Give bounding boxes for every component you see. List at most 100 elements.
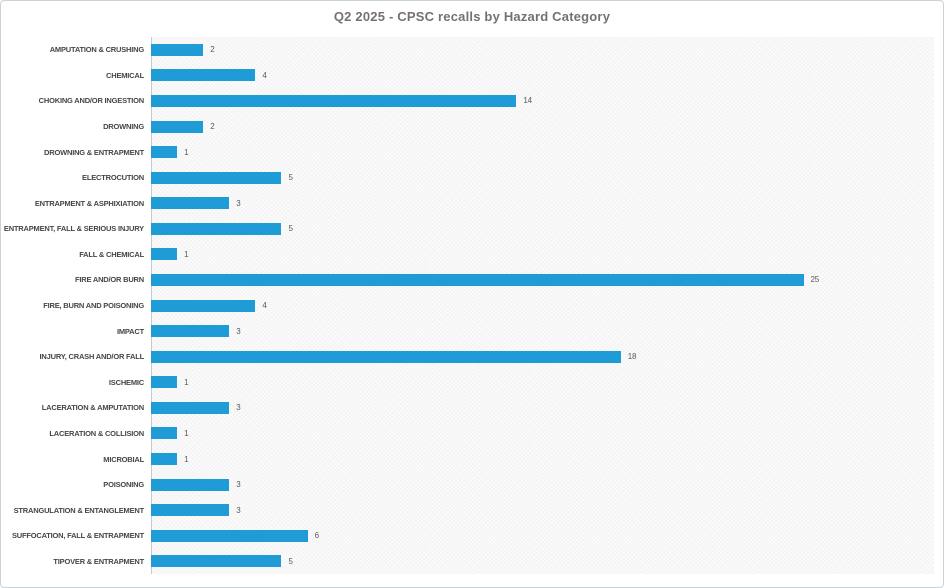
bar-track: 14 <box>151 88 934 114</box>
bar-row: DROWNING 2 <box>1 114 934 140</box>
bar <box>151 529 308 542</box>
value-label: 3 <box>236 505 241 515</box>
bar <box>151 350 621 363</box>
bar-row: FIRE AND/OR BURN 25 <box>1 267 934 293</box>
bar-row: MICROBIAL 1 <box>1 446 934 472</box>
bar-row: INJURY, CRASH AND/OR FALL 18 <box>1 344 934 370</box>
bar <box>151 478 230 491</box>
bar <box>151 69 256 82</box>
bar-row: ENTRAPMENT, FALL & SERIOUS INJURY 5 <box>1 216 934 242</box>
value-label: 3 <box>236 480 241 490</box>
bar <box>151 401 230 414</box>
bar-row: DROWNING & ENTRAPMENT 1 <box>1 139 934 165</box>
bar-track: 1 <box>151 421 934 447</box>
bar-row: SUFFOCATION, FALL & ENTRAPMENT 6 <box>1 523 934 549</box>
category-label: POISONING <box>103 480 144 490</box>
bar-track: 5 <box>151 216 934 242</box>
category-label: AMPUTATION & CRUSHING <box>49 45 144 55</box>
category-label: ENTRAPMENT & ASPHIXIATION <box>34 198 144 208</box>
bar <box>151 273 804 286</box>
bar-track: 4 <box>151 63 934 89</box>
category-label: DROWNING & ENTRAPMENT <box>44 147 144 157</box>
category-label: SUFFOCATION, FALL & ENTRAPMENT <box>11 531 144 541</box>
bar-track: 1 <box>151 242 934 268</box>
bar-track: 5 <box>151 549 934 575</box>
bar <box>151 325 230 338</box>
bar-track: 1 <box>151 370 934 396</box>
value-label: 5 <box>288 173 293 183</box>
bar <box>151 555 282 568</box>
bar-row: CHEMICAL 4 <box>1 63 934 89</box>
category-label: LACERATION & COLLISION <box>49 428 144 438</box>
bar-row: AMPUTATION & CRUSHING 2 <box>1 37 934 63</box>
value-label: 25 <box>810 275 820 285</box>
bar-track: 18 <box>151 344 934 370</box>
value-label: 18 <box>627 352 637 362</box>
category-label: LACERATION & AMPUTATION <box>41 403 144 413</box>
bar-track: 3 <box>151 318 934 344</box>
bar-track: 25 <box>151 267 934 293</box>
category-label: INJURY, CRASH AND/OR FALL <box>39 352 145 362</box>
category-label: FIRE AND/OR BURN <box>74 275 144 285</box>
bar-track: 1 <box>151 446 934 472</box>
bar <box>151 427 178 440</box>
value-label: 1 <box>184 377 189 387</box>
bar-row: ENTRAPMENT & ASPHIXIATION 3 <box>1 190 934 216</box>
category-label: CHOKING AND/OR INGESTION <box>38 96 145 106</box>
value-label: 1 <box>184 454 189 464</box>
bar <box>151 299 256 312</box>
value-label: 4 <box>262 70 267 80</box>
value-label: 2 <box>210 45 215 55</box>
bar <box>151 120 204 133</box>
category-label: FALL & CHEMICAL <box>79 249 144 259</box>
category-label: FIRE, BURN AND POISONING <box>43 301 144 311</box>
value-label: 1 <box>184 249 189 259</box>
bar <box>151 453 178 466</box>
bar <box>151 222 282 235</box>
category-label: TIPOVER & ENTRAPMENT <box>53 556 144 566</box>
bar <box>151 376 178 389</box>
category-label: ELECTROCUTION <box>82 173 144 183</box>
bar-track: 2 <box>151 37 934 63</box>
bar-row: FIRE, BURN AND POISONING 4 <box>1 293 934 319</box>
bar-track: 3 <box>151 472 934 498</box>
bar <box>151 43 204 56</box>
bar-row: LACERATION & AMPUTATION 3 <box>1 395 934 421</box>
bar-row: CHOKING AND/OR INGESTION 14 <box>1 88 934 114</box>
bar-track: 3 <box>151 190 934 216</box>
value-label: 3 <box>236 198 241 208</box>
bar <box>151 171 282 184</box>
category-label: DROWNING <box>103 122 144 132</box>
bar-row: FALL & CHEMICAL 1 <box>1 242 934 268</box>
category-label: STRANGULATION & ENTANGLEMENT <box>13 505 145 515</box>
category-label: IMPACT <box>117 326 144 336</box>
bar-track: 6 <box>151 523 934 549</box>
value-label: 14 <box>523 96 532 106</box>
bar-track: 3 <box>151 497 934 523</box>
bar <box>151 94 517 107</box>
value-label: 6 <box>314 531 319 541</box>
value-label: 5 <box>288 556 293 566</box>
category-label: ENTRAPMENT, FALL & SERIOUS INJURY <box>3 224 144 234</box>
bar-row: LACERATION & COLLISION 1 <box>1 421 934 447</box>
bar-row: ELECTROCUTION 5 <box>1 165 934 191</box>
plot-area <box>151 37 934 574</box>
bar <box>151 146 178 159</box>
category-label: MICROBIAL <box>103 454 144 464</box>
value-label: 1 <box>184 428 189 438</box>
bar-track: 3 <box>151 395 934 421</box>
bar-row: STRANGULATION & ENTANGLEMENT 3 <box>1 497 934 523</box>
bar-rows-container: AMPUTATION & CRUSHING 2 CHEMICAL 4 CHOKING A… <box>1 37 934 574</box>
bar-track: 4 <box>151 293 934 319</box>
value-label: 1 <box>184 147 189 157</box>
bar-row: TIPOVER & ENTRAPMENT 5 <box>1 549 934 575</box>
chart-title: Q2 2025 - CPSC recalls by Hazard Categor… <box>333 9 611 24</box>
value-label: 5 <box>288 224 293 234</box>
bar-row: POISONING 3 <box>1 472 934 498</box>
value-label: 3 <box>236 326 241 336</box>
bar-row: IMPACT 3 <box>1 318 934 344</box>
category-label: ISCHEMIC <box>108 377 144 387</box>
bar-track: 5 <box>151 165 934 191</box>
category-label: CHEMICAL <box>106 70 144 80</box>
